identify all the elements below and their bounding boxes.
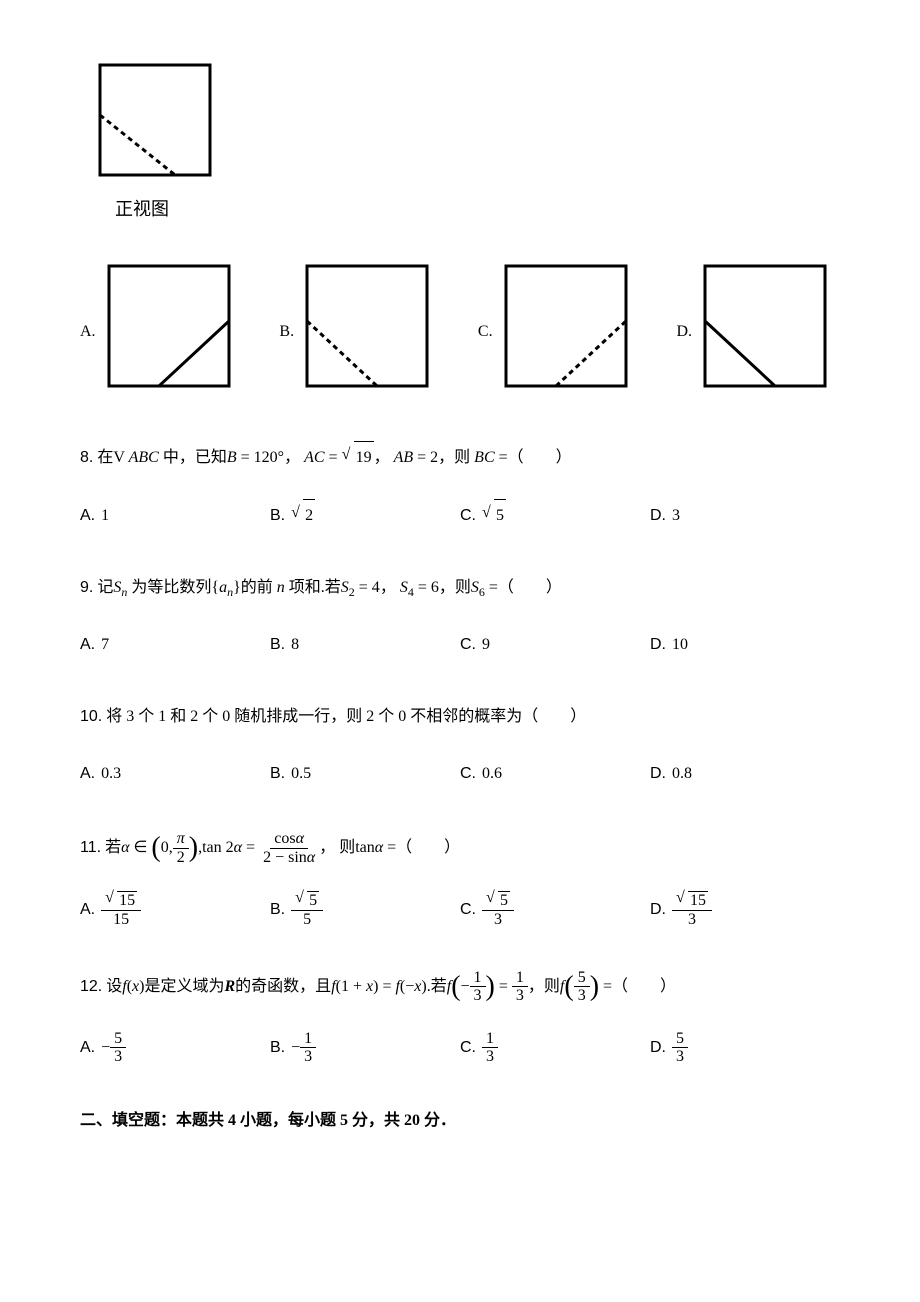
q9-stem: 9. 记Sn 为等比数列{an}的前 n 项和.若S2 = 4， S4 = 6，…	[80, 572, 840, 604]
question-10: 10. 将 3 个 1 和 2 个 0 随机排成一行，则 2 个 0 不相邻的概…	[80, 701, 840, 790]
q8-num: 8.	[80, 449, 93, 466]
q8-c: C.5	[460, 499, 650, 532]
fig-option-b-label: B.	[279, 323, 294, 341]
q11-stem: 11. 若α ∈ (0,π2),tan 2α = cosα2 − sinα， 则…	[80, 830, 840, 866]
q9-a: A.7	[80, 629, 270, 661]
q10-d: D.0.8	[650, 758, 840, 790]
q10-stem: 10. 将 3 个 1 和 2 个 0 随机排成一行，则 2 个 0 不相邻的概…	[80, 701, 840, 733]
fig-option-a: A.	[80, 261, 234, 391]
fig-option-a-label: A.	[80, 323, 96, 341]
question-12: 12. 设f(x)是定义域为R的奇函数，且f(1 + x) = f(−x).若f…	[80, 969, 840, 1066]
q11-b: B.55	[270, 891, 460, 928]
fig-option-b: B.	[279, 261, 432, 391]
q8-d: D.3	[650, 499, 840, 532]
main-figure	[95, 60, 840, 185]
section-2-header: 二、填空题：本题共 4 小题，每小题 5 分，共 20 分．	[80, 1106, 840, 1130]
q11-answers: A.1515 B.55 C.53 D.153	[80, 891, 840, 928]
q10-answers: A.0.3 B.0.5 C.0.6 D.0.8	[80, 758, 840, 790]
fig-option-d-svg	[700, 261, 830, 391]
q9-d: D.10	[650, 629, 840, 661]
q11-c: C.53	[460, 891, 650, 928]
q10-num: 10.	[80, 708, 102, 725]
question-9: 9. 记Sn 为等比数列{an}的前 n 项和.若S2 = 4， S4 = 6，…	[80, 572, 840, 661]
q9-num: 9.	[80, 579, 93, 596]
q11-a: A.1515	[80, 891, 270, 928]
fig-option-b-svg	[302, 261, 432, 391]
fig-option-c: C.	[478, 261, 631, 391]
q12-a: A.−53	[80, 1030, 270, 1066]
q11-num: 11.	[80, 839, 101, 856]
q10-c: C.0.6	[460, 758, 650, 790]
q8-answers: A.1 B.2 C.5 D.3	[80, 499, 840, 532]
q10-a: A.0.3	[80, 758, 270, 790]
q12-num: 12.	[80, 977, 102, 994]
q8-b: B.2	[270, 499, 460, 532]
q8-a: A.1	[80, 499, 270, 532]
q11-d: D.153	[650, 891, 840, 928]
q8-stem: 8. 在V ABC 中，已知B = 120°， AC = 19， AB = 2，…	[80, 441, 840, 474]
q12-stem: 12. 设f(x)是定义域为R的奇函数，且f(1 + x) = f(−x).若f…	[80, 969, 840, 1005]
q12-answers: A.−53 B.−13 C.13 D.53	[80, 1030, 840, 1066]
q10-b: B.0.5	[270, 758, 460, 790]
main-figure-caption: 正视图	[115, 195, 840, 221]
fig-option-d: D.	[676, 261, 830, 391]
front-view-svg	[95, 60, 215, 180]
q9-c: C.9	[460, 629, 650, 661]
fig-option-a-svg	[104, 261, 234, 391]
question-11: 11. 若α ∈ (0,π2),tan 2α = cosα2 − sinα， 则…	[80, 830, 840, 928]
question-8: 8. 在V ABC 中，已知B = 120°， AC = 19， AB = 2，…	[80, 441, 840, 532]
fig-option-d-label: D.	[676, 323, 692, 341]
q9-b: B.8	[270, 629, 460, 661]
q12-c: C.13	[460, 1030, 650, 1066]
q12-b: B.−13	[270, 1030, 460, 1066]
q12-d: D.53	[650, 1030, 840, 1066]
fig-option-c-svg	[501, 261, 631, 391]
q9-answers: A.7 B.8 C.9 D.10	[80, 629, 840, 661]
fig-option-c-label: C.	[478, 323, 493, 341]
figure-options-row: A. B. C. D.	[80, 261, 840, 391]
